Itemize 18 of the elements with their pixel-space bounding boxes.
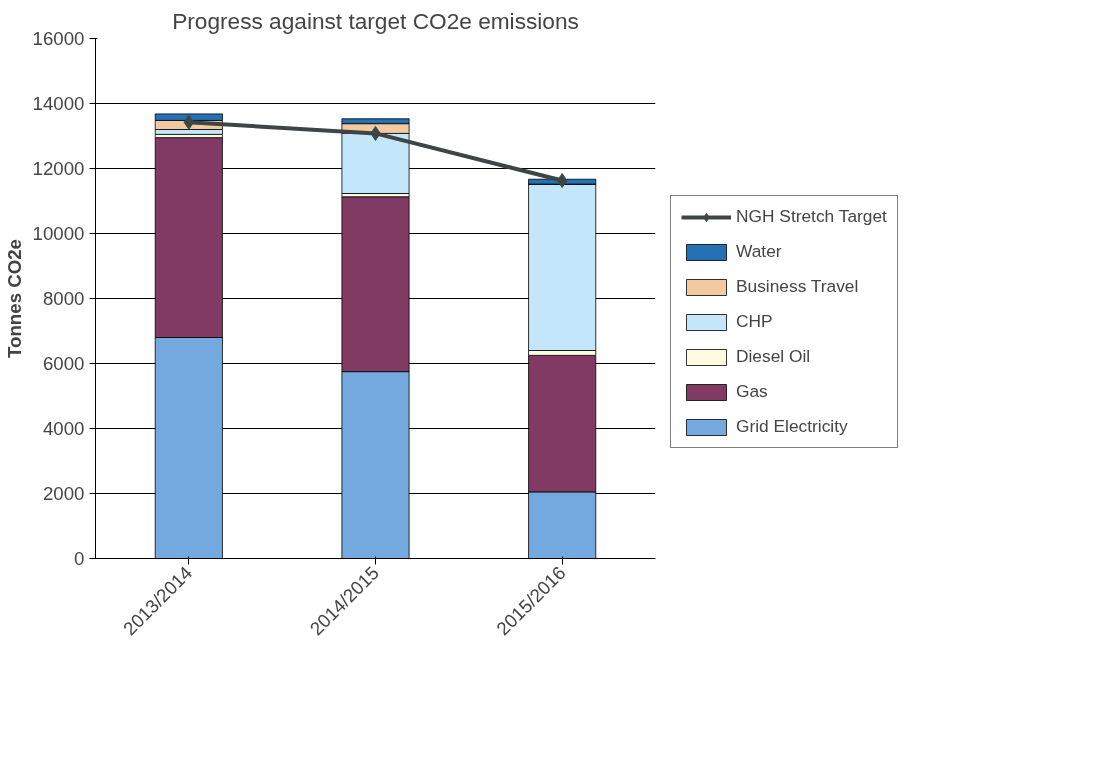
y-axis-title: Tonnes CO2e (3, 239, 25, 358)
legend-label: Business Travel (736, 276, 859, 297)
y-tick-label: 16000 (32, 28, 85, 49)
legend-label: NGH Stretch Target (736, 206, 887, 227)
y-tick-label: 0 (74, 548, 85, 569)
legend-label: Diesel Oil (736, 346, 811, 367)
chart-title: Progress against target CO2e emissions (172, 7, 579, 34)
y-tick-label: 6000 (43, 353, 85, 374)
y-tick-label: 14000 (32, 93, 85, 114)
legend-label: Grid Electricity (736, 416, 848, 437)
y-tick-label: 12000 (32, 158, 85, 179)
y-tick-label: 2000 (43, 483, 85, 504)
legend-label: Water (736, 241, 782, 262)
y-tick-label: 8000 (43, 288, 85, 309)
y-tick-label: 10000 (32, 223, 85, 244)
legend-label: Gas (736, 381, 768, 402)
y-tick-label: 4000 (43, 418, 85, 439)
legend-label: CHP (736, 311, 773, 332)
